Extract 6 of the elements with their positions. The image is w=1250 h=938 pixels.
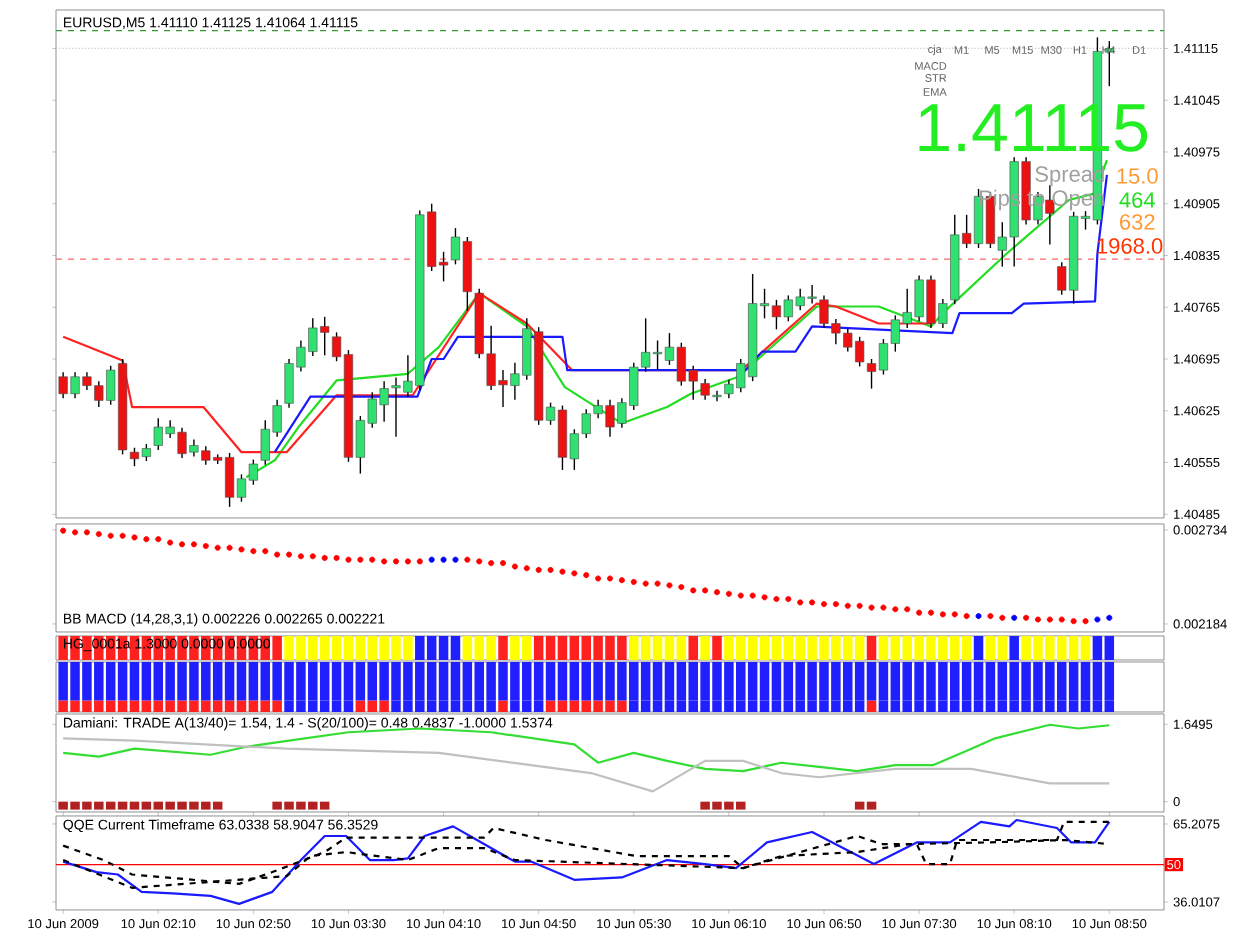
line-series (62, 820, 1111, 885)
line-series (62, 818, 1111, 905)
annotation: 15.0 (1117, 168, 1158, 184)
annotation: 632 (1120, 214, 1155, 230)
annotation: 464 (1119, 192, 1155, 208)
line-series (62, 737, 1111, 793)
